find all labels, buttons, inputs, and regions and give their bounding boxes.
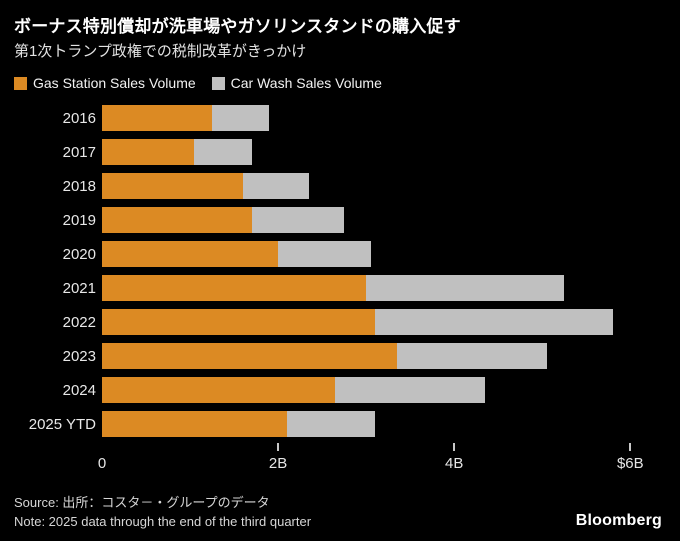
bar-row-label: 2025 YTD: [28, 415, 96, 433]
car-wash-bar-segment: [286, 411, 375, 437]
bar-row: 2022: [14, 305, 662, 339]
legend: Gas Station Sales Volume Car Wash Sales …: [14, 75, 662, 91]
bar-track: [102, 139, 662, 165]
bar-row: 2023: [14, 339, 662, 373]
bar-track: [102, 105, 662, 131]
source-text: Source: 出所：コスタ－・グループのデータ: [14, 495, 270, 510]
bar-row: 2016: [14, 101, 662, 135]
car-wash-bar-segment: [366, 275, 565, 301]
legend-label-car-wash: Car Wash Sales Volume: [230, 75, 382, 91]
gas-station-bar-segment: [102, 207, 252, 233]
bar-row: 2024: [14, 373, 662, 407]
bar-row: 2017: [14, 135, 662, 169]
bar-row-label: 2021: [62, 279, 96, 297]
gas-station-bar-segment: [102, 411, 287, 437]
note-text: Note: 2025 data through the end of the t…: [14, 514, 312, 529]
legend-label-gas-station: Gas Station Sales Volume: [33, 75, 196, 91]
bar-track: [102, 343, 662, 369]
bar-row: 2025 YTD: [14, 407, 662, 441]
x-axis-tick-label: 2B: [268, 455, 288, 472]
x-axis-tick-label: $6B: [616, 455, 644, 472]
car-wash-bar-segment: [194, 139, 252, 165]
bar-row-label: 2022: [62, 313, 96, 331]
car-wash-bar-segment: [212, 105, 270, 131]
car-wash-bar-segment: [278, 241, 371, 267]
bar-row-label: 2020: [62, 245, 96, 263]
car-wash-bar-segment: [251, 207, 345, 233]
car-wash-bar-segment: [335, 377, 485, 403]
x-axis-tick-label: 4B: [445, 455, 464, 472]
bar-track: [102, 309, 662, 335]
x-axis-tick-label: 0: [97, 455, 107, 472]
car-wash-bar-segment: [374, 309, 613, 335]
chart-title: ボーナス特別償却が洗車場やガソリンスタンドの購入促す: [14, 17, 461, 36]
chart-subtitle: 第1次トランプ政権での税制改革がきっかけ: [14, 43, 307, 60]
legend-item-car-wash: Car Wash Sales Volume: [211, 75, 382, 91]
x-axis-tick: [629, 443, 632, 451]
bar-track: [102, 377, 662, 403]
bar-track: [102, 207, 662, 233]
gas-station-bar-segment: [102, 105, 213, 131]
car-wash-bar-segment: [242, 173, 309, 199]
bar-track: [102, 275, 662, 301]
gas-station-bar-segment: [102, 275, 367, 301]
bar-row: 2018: [14, 169, 662, 203]
car-wash-swatch-icon: [211, 76, 225, 90]
bloomberg-logo: Bloomberg: [575, 512, 662, 529]
gas-station-bar-segment: [102, 343, 397, 369]
bar-row-label: 2017: [62, 143, 96, 161]
x-axis-tick: [453, 443, 456, 451]
bar-row-label: 2019: [62, 211, 96, 229]
gas-station-bar-segment: [102, 139, 195, 165]
gas-station-bar-segment: [102, 241, 279, 267]
gas-station-bar-segment: [102, 173, 243, 199]
car-wash-bar-segment: [396, 343, 547, 369]
gas-station-bar-segment: [102, 377, 336, 403]
legend-item-gas-station: Gas Station Sales Volume: [14, 75, 196, 91]
bar-row-label: 2024: [62, 381, 96, 399]
bar-row: 2021: [14, 271, 662, 305]
bar-row-label: 2023: [62, 347, 96, 365]
bar-track: [102, 241, 662, 267]
bar-row: 2019: [14, 203, 662, 237]
gas-station-swatch-icon: [14, 76, 27, 90]
bar-row-label: 2016: [62, 109, 96, 127]
chart-footer: Source: 出所：コスタ－・グループのデータ Note: 2025 data…: [14, 493, 662, 531]
gas-station-bar-segment: [102, 309, 375, 335]
bar-row: 2020: [14, 237, 662, 271]
bar-track: [102, 173, 662, 199]
x-axis: 0 2B 4B $6B: [98, 441, 662, 475]
x-axis-tick: [277, 443, 280, 451]
bar-row-label: 2018: [62, 177, 96, 195]
bar-track: [102, 411, 662, 437]
stacked-bar-chart: 2016 2017 2018 2019 2020 2021 2022 2023 2024 2025…: [14, 101, 662, 441]
